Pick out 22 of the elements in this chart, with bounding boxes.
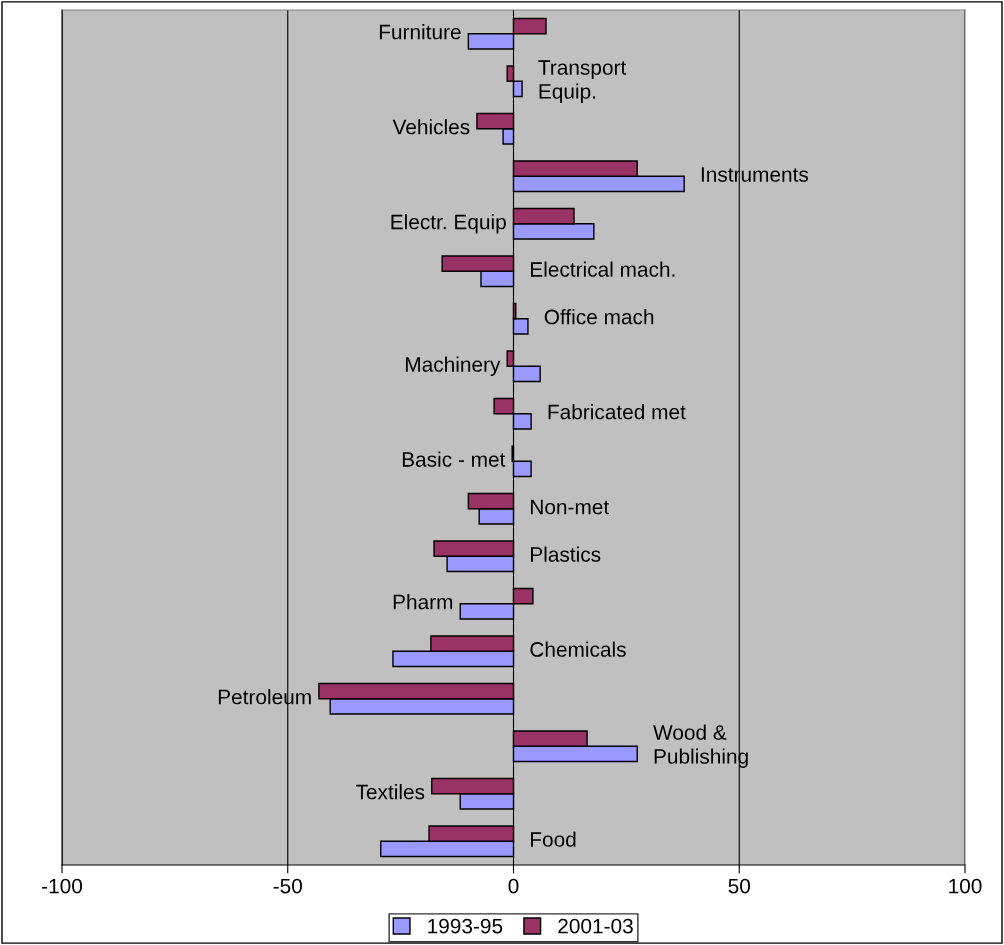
y-tick-label: Electr. Equip <box>391 214 506 234</box>
y-tick-label: Chemicals <box>530 641 626 657</box>
y-tick-label: Office mach <box>544 309 654 325</box>
y-tick-label: Electrical mach. <box>531 261 675 277</box>
legend-label: 1993-95 <box>428 918 503 934</box>
y-tick-label: Non-met <box>531 499 610 515</box>
legend-label: 2001-03 <box>558 918 633 934</box>
y-tick-label: Vehicles <box>392 119 470 135</box>
y-tick-label: Transport Equip. <box>538 60 627 103</box>
y-tick-label: Textiles <box>356 784 425 800</box>
x-tick-label: -50 <box>273 878 302 894</box>
y-tick-label: Food <box>531 831 576 847</box>
y-tick-label: Fabricated met <box>548 404 686 420</box>
y-tick-label: Furniture <box>379 24 461 40</box>
y-tick-label: Basic - met <box>402 451 506 467</box>
y-tick-label: Pharm <box>393 594 453 610</box>
x-tick-label: 0 <box>508 878 519 894</box>
x-tick-label: 100 <box>949 878 982 894</box>
y-tick-label: Plastics <box>531 546 601 562</box>
x-tick-label: -100 <box>42 878 83 894</box>
x-tick-label: 50 <box>728 878 751 894</box>
y-tick-label: Machinery <box>406 356 501 376</box>
